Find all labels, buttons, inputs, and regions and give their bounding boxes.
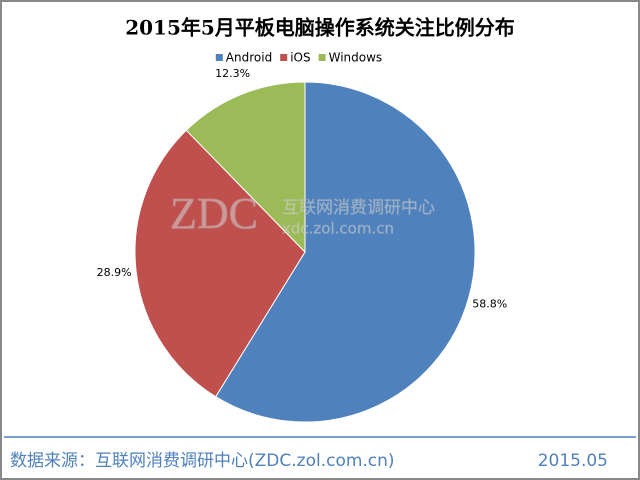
watermark-url: xdc.zol.com.cn [282, 220, 394, 238]
chart-title: 2015年5月平板电脑操作系统关注比例分布 [125, 16, 515, 40]
date: 2015.05 [538, 451, 608, 471]
legend-label: Android [226, 51, 272, 65]
legend: Android iOS Windows [215, 51, 383, 65]
watermark-name: 互联网消费调研中心 [282, 198, 435, 218]
pie-slice [185, 81, 306, 254]
legend-label: Windows [329, 51, 383, 65]
source: 数据来源：互联网消费调研中心(ZDC.zol.com.cn) [10, 451, 395, 471]
pie-slice [215, 81, 476, 423]
legend-marker [215, 54, 223, 61]
data-label: 28.9% [97, 266, 132, 279]
data-label: 58.8% [472, 297, 507, 310]
data-label: 12.3% [215, 67, 250, 80]
pie-slice [134, 129, 306, 398]
legend-marker [318, 54, 326, 61]
legend-marker [280, 54, 288, 61]
watermark: ZDC 互联网消费调研中心 xdc.zol.com.cn [170, 189, 436, 239]
legend-label: iOS [290, 51, 310, 65]
watermark-logo: ZDC [170, 189, 258, 238]
pie: 58.8% 28.9% 12.3% [97, 67, 507, 423]
